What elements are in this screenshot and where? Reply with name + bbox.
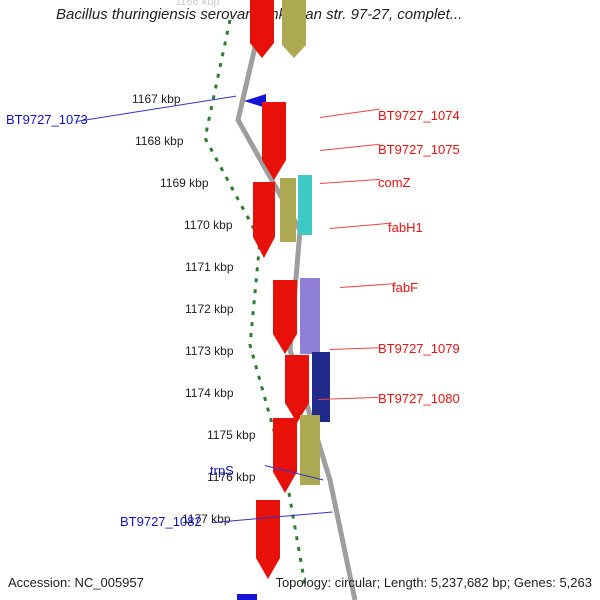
topology-label: Topology: circular; Length: 5,237,682 bp… — [275, 575, 592, 590]
gene-arrow-fabH1-red[interactable] — [270, 280, 300, 356]
gene-arrow-top-olive[interactable] — [280, 0, 308, 60]
label-fabF: fabF — [392, 280, 418, 295]
tick-label-5: 1172 kbp — [185, 302, 234, 316]
faded-tick-label: 1166 kbp — [175, 0, 219, 8]
leader-line-BT9727_1079 — [330, 347, 380, 350]
tick-label-7: 1174 kbp — [185, 386, 234, 400]
gene-arrow-BT9727_1075-red[interactable] — [250, 182, 278, 260]
label-BT9727_1082: BT9727_1082 — [120, 514, 202, 529]
tick-label-4: 1171 kbp — [185, 260, 234, 274]
leader-line-BT9727_1074 — [320, 109, 380, 118]
gene-arrow-comZ[interactable] — [296, 175, 314, 235]
label-BT9727_1075: BT9727_1075 — [378, 142, 460, 157]
tick-label-6: 1173 kbp — [185, 344, 234, 358]
tick-label-2: 1169 kbp — [160, 176, 209, 190]
label-BT9727_1074: BT9727_1074 — [378, 108, 460, 123]
label-trpS: trpS — [210, 463, 234, 478]
tick-label-8: 1175 kbp — [207, 428, 256, 442]
genome-map-viewer: Bacillus thuringiensis serovar konkukian… — [0, 0, 600, 600]
tick-label-1: 1168 kbp — [135, 134, 184, 148]
accession-label: Accession: NC_005957 — [8, 575, 144, 590]
page-title: Bacillus thuringiensis serovar konkukian… — [56, 6, 576, 23]
leader-line-BT9727_1075 — [320, 144, 380, 151]
tick-label-0: 1167 kbp — [132, 92, 181, 106]
gene-arrow-BT9727_1079-red[interactable] — [270, 418, 300, 494]
gene-arrow-fabH1[interactable] — [298, 278, 322, 354]
gene-arrow-fabF[interactable] — [310, 352, 332, 422]
leader-line-comZ — [320, 179, 380, 184]
gene-arrow-BT9727_1075[interactable] — [278, 178, 298, 242]
label-comZ: comZ — [378, 175, 411, 190]
label-BT9727_1080: BT9727_1080 — [378, 391, 460, 406]
leader-line-fabF — [340, 283, 395, 288]
tick-label-3: 1170 kbp — [184, 218, 233, 232]
gene-arrow-mid-blue[interactable] — [235, 594, 259, 600]
gene-arrow-top-red[interactable] — [248, 0, 276, 60]
gene-arrow-BT9727_1074[interactable] — [258, 102, 290, 182]
label-fabH1: fabH1 — [388, 220, 423, 235]
leader-line-fabH1 — [330, 223, 390, 229]
label-BT9727_1073: BT9727_1073 — [6, 112, 88, 127]
label-BT9727_1079: BT9727_1079 — [378, 341, 460, 356]
gene-arrow-BT9727_1080[interactable] — [253, 500, 283, 580]
